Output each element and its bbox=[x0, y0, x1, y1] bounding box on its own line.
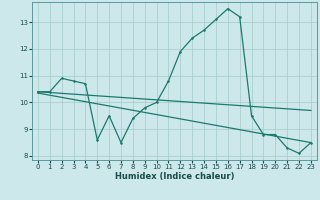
X-axis label: Humidex (Indice chaleur): Humidex (Indice chaleur) bbox=[115, 172, 234, 181]
